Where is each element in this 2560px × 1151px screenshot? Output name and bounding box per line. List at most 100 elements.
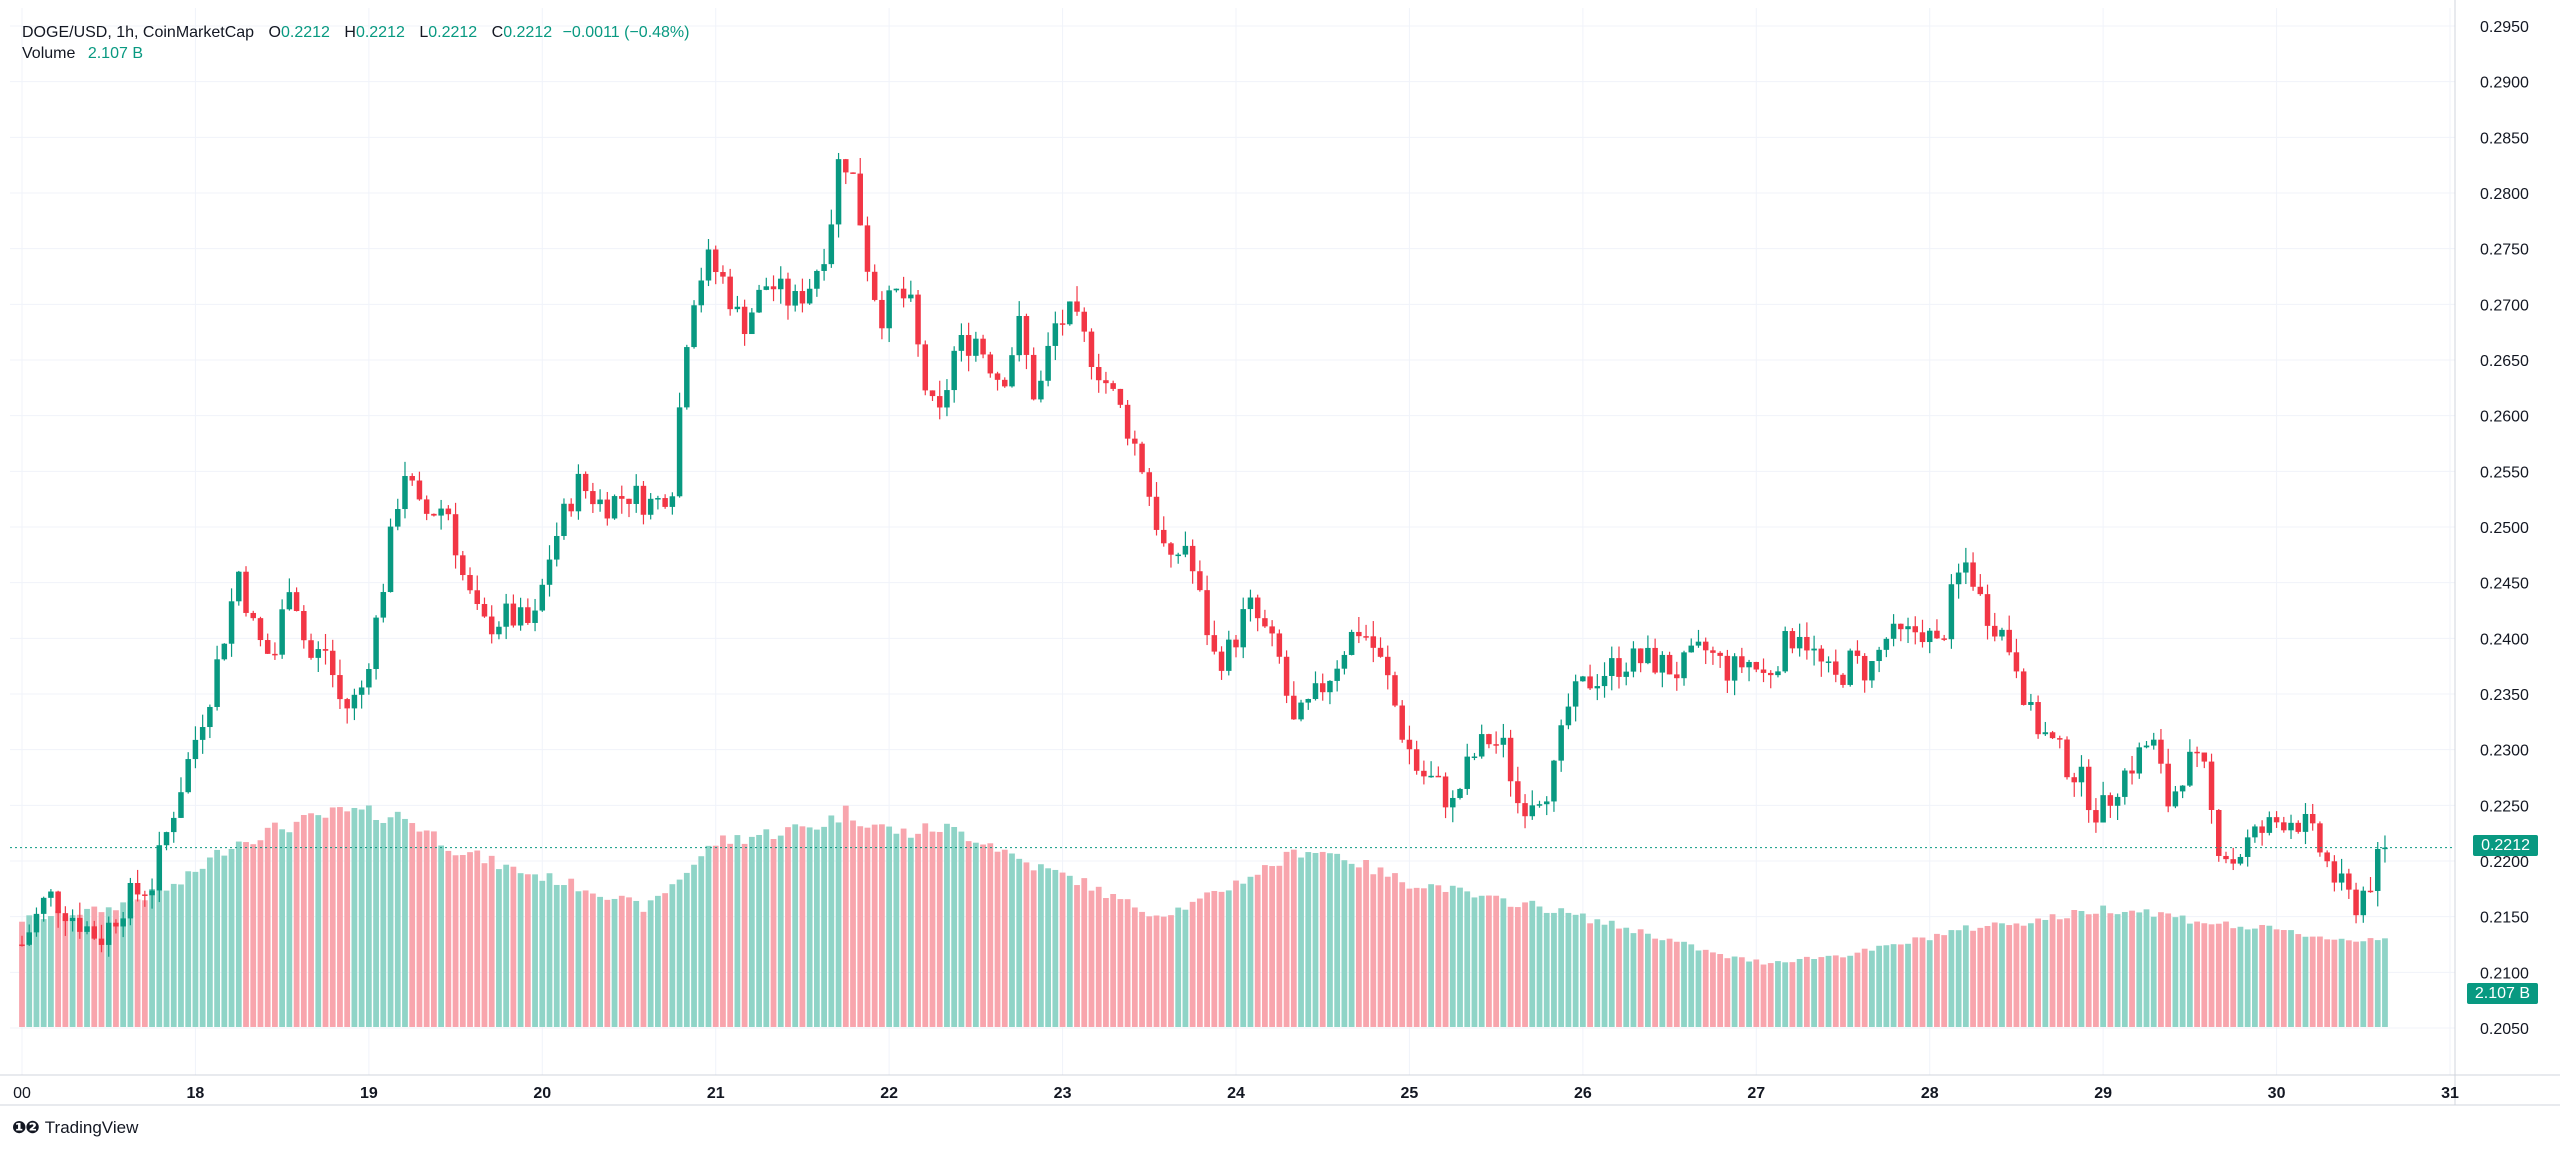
volume-bar <box>2158 912 2164 1027</box>
candle-body <box>944 390 950 408</box>
volume-bar <box>553 884 560 1027</box>
volume-bar <box>2165 913 2172 1027</box>
candle-body <box>1710 650 1716 653</box>
volume-bar <box>2049 914 2056 1027</box>
candle-body <box>1110 383 1116 389</box>
volume-value: 2.107 B <box>87 45 143 62</box>
y-tick-label: 0.2250 <box>2480 798 2529 815</box>
volume-bar <box>1579 913 1586 1027</box>
volume-bar <box>2345 940 2352 1027</box>
volume-bar <box>879 824 885 1027</box>
volume-bar <box>741 843 748 1027</box>
low-value: 0.2212 <box>428 24 478 41</box>
candle-body <box>163 832 170 846</box>
candle-body <box>445 508 452 515</box>
volume-bar <box>365 805 372 1027</box>
volume-bar <box>1717 954 1724 1027</box>
volume-bar <box>1652 938 1659 1027</box>
candle-body <box>1854 650 1861 656</box>
volume-bar <box>2121 911 2128 1027</box>
candle-body <box>2064 739 2070 778</box>
candle-body <box>886 290 892 329</box>
volume-bar <box>1262 865 1268 1027</box>
volume-bar <box>1782 962 1789 1027</box>
volume-bar <box>84 908 90 1027</box>
candle-body <box>105 922 112 945</box>
candle-body <box>1775 671 1781 676</box>
candle-body <box>344 699 350 709</box>
candle-body <box>351 694 358 709</box>
volume-bar <box>2150 916 2157 1027</box>
volume-bar <box>1312 853 1319 1027</box>
candle-body <box>1334 668 1340 681</box>
volume-bar <box>2295 934 2302 1027</box>
candle-body <box>525 607 531 623</box>
candle-body <box>460 555 466 576</box>
volume-bar <box>806 827 813 1027</box>
volume-bar <box>1016 858 1023 1027</box>
volume-bar <box>958 831 965 1027</box>
volume-bar <box>452 855 459 1027</box>
candle-body <box>597 499 603 505</box>
volume-row: Volume 2.107 B <box>22 43 689 64</box>
volume-bar <box>300 815 307 1027</box>
candle-body <box>48 891 54 898</box>
candle-body <box>178 792 184 818</box>
candle-body <box>2172 791 2179 807</box>
volume-bar <box>141 900 148 1027</box>
volume-bar <box>655 895 661 1027</box>
candle-body <box>1247 597 1254 610</box>
volume-bar <box>821 826 827 1027</box>
volume-bar <box>178 884 184 1027</box>
x-tick-label: 21 <box>707 1085 725 1102</box>
candle-body <box>763 286 770 290</box>
volume-bar <box>488 855 495 1027</box>
tradingview-brand[interactable]: ❶❷ TradingView <box>12 1118 138 1138</box>
candle-body <box>171 817 177 833</box>
volume-bar <box>243 842 249 1027</box>
candle-body <box>994 373 1001 380</box>
volume-bar <box>2013 923 2020 1027</box>
volume-bar <box>1616 928 1622 1027</box>
candle-body <box>243 571 249 613</box>
candle-body <box>1052 323 1059 346</box>
candle-body <box>2165 763 2171 807</box>
candle-body <box>1341 654 1348 669</box>
open-value: 0.2212 <box>280 24 330 41</box>
candle-body <box>553 535 560 560</box>
volume-bar <box>1103 898 1109 1027</box>
volume-bar <box>1196 898 1203 1027</box>
volume-bar <box>2223 921 2229 1027</box>
volume-bar <box>2230 928 2237 1027</box>
volume-bar <box>431 831 437 1027</box>
volume-bar <box>647 900 654 1027</box>
close-label: C <box>491 24 504 41</box>
price-axis[interactable]: 0.2950 0.2900 0.2850 0.2800 0.2750 0.2700 0.26… <box>2454 0 2529 1105</box>
candle-body <box>951 350 957 391</box>
candle-body <box>236 571 242 602</box>
volume-bar <box>2273 929 2280 1027</box>
time-axis[interactable]: 00 18 19 20 21 22 23 24 25 26 27 28 29 30 31 <box>0 1074 2560 1106</box>
candle-body <box>1739 656 1745 668</box>
volume-bar <box>113 910 119 1027</box>
volume-bar <box>329 807 336 1027</box>
volume-tag: 2.107 B <box>2466 983 2538 1004</box>
volume-bar <box>2107 913 2114 1027</box>
volume-bar <box>1334 853 1341 1027</box>
y-tick-label: 0.2450 <box>2480 576 2529 593</box>
candle-body <box>2187 751 2193 786</box>
candle-body <box>1688 645 1694 653</box>
volume-bar <box>2194 921 2200 1027</box>
candle-body <box>510 603 517 626</box>
volume-bar <box>91 906 98 1027</box>
volume-bar <box>272 822 278 1027</box>
volume-bar <box>1789 962 1796 1027</box>
volume-bar <box>394 811 401 1027</box>
volume-bar <box>2266 925 2273 1027</box>
candle-body <box>2223 855 2229 860</box>
candle-body <box>633 485 639 504</box>
candle-body <box>915 294 921 345</box>
candle-body <box>1731 656 1738 681</box>
volume-bar <box>705 845 712 1027</box>
